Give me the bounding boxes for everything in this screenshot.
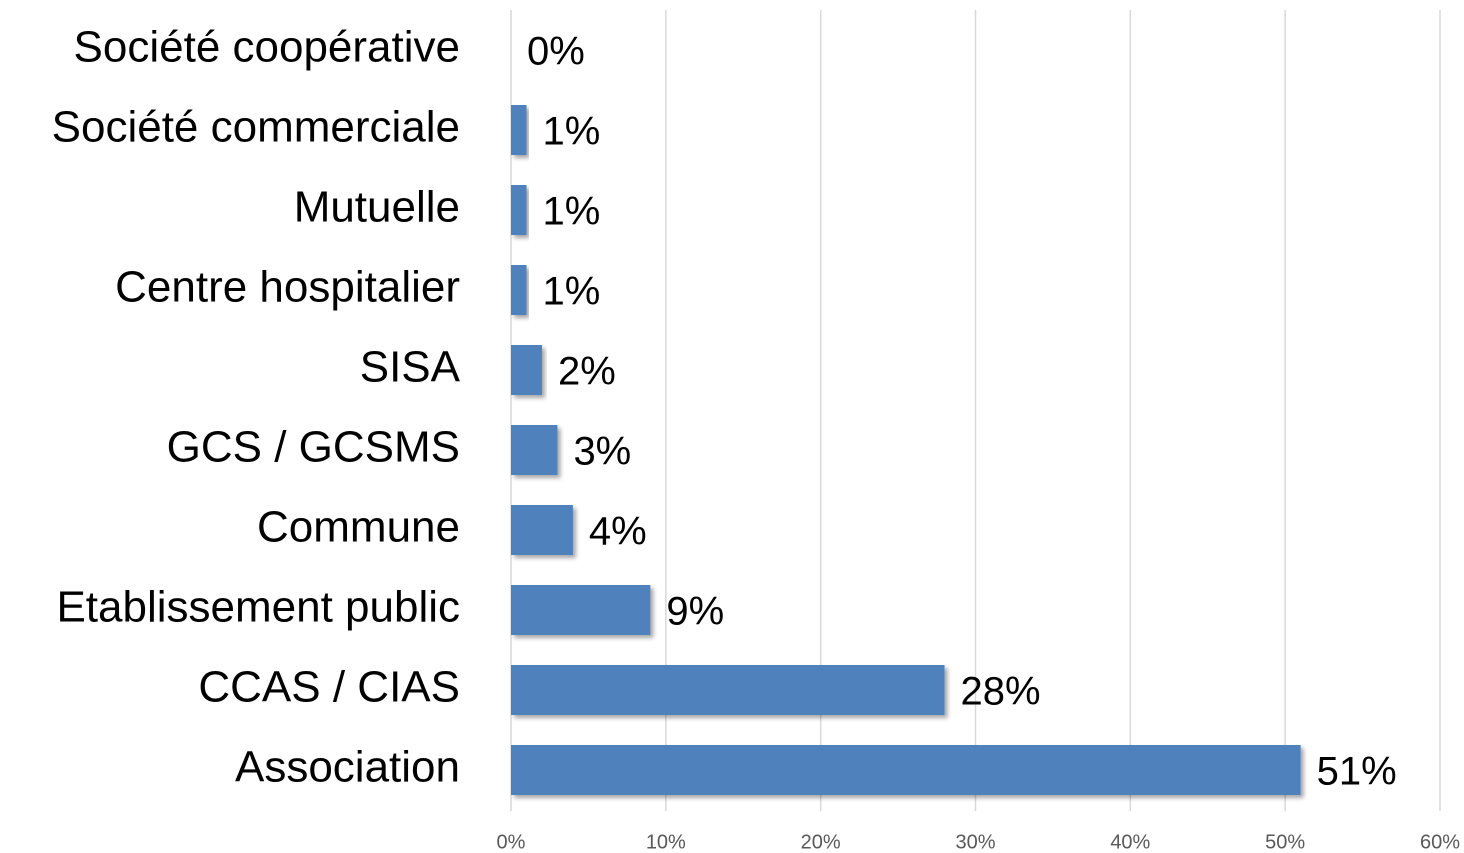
value-label: 51% bbox=[1317, 750, 1397, 794]
category-label: CCAS / CIAS bbox=[198, 663, 460, 712]
bar bbox=[511, 665, 945, 715]
x-tick-label: 60% bbox=[1420, 831, 1460, 853]
x-tick-label: 50% bbox=[1265, 831, 1305, 853]
category-label: Commune bbox=[257, 503, 460, 552]
x-tick-label: 40% bbox=[1110, 831, 1150, 853]
value-label: 1% bbox=[542, 190, 600, 234]
bar bbox=[511, 185, 527, 235]
bar bbox=[511, 425, 558, 475]
category-label: Centre hospitalier bbox=[115, 263, 460, 312]
bar bbox=[511, 585, 651, 635]
value-label: 0% bbox=[527, 30, 585, 74]
category-label: Société commerciale bbox=[52, 103, 460, 152]
value-label: 1% bbox=[542, 110, 600, 154]
category-label: GCS / GCSMS bbox=[167, 423, 460, 472]
bar bbox=[511, 345, 542, 395]
value-label: 4% bbox=[589, 510, 647, 554]
x-tick-label: 0% bbox=[497, 831, 526, 853]
value-label: 9% bbox=[666, 590, 724, 634]
bar bbox=[511, 265, 527, 315]
value-label: 2% bbox=[558, 350, 616, 394]
bar bbox=[511, 105, 527, 155]
value-label: 1% bbox=[542, 270, 600, 314]
x-tick-label: 30% bbox=[955, 831, 995, 853]
value-label: 28% bbox=[961, 670, 1041, 714]
category-label: Etablissement public bbox=[56, 583, 460, 632]
category-label: SISA bbox=[360, 343, 461, 392]
bar bbox=[511, 745, 1301, 795]
x-tick-label: 10% bbox=[646, 831, 686, 853]
bar bbox=[511, 505, 573, 555]
category-label: Mutuelle bbox=[294, 183, 460, 232]
x-tick-label: 20% bbox=[801, 831, 841, 853]
category-label: Association bbox=[235, 743, 460, 792]
category-label: Société coopérative bbox=[74, 23, 460, 72]
value-label: 3% bbox=[573, 430, 631, 474]
